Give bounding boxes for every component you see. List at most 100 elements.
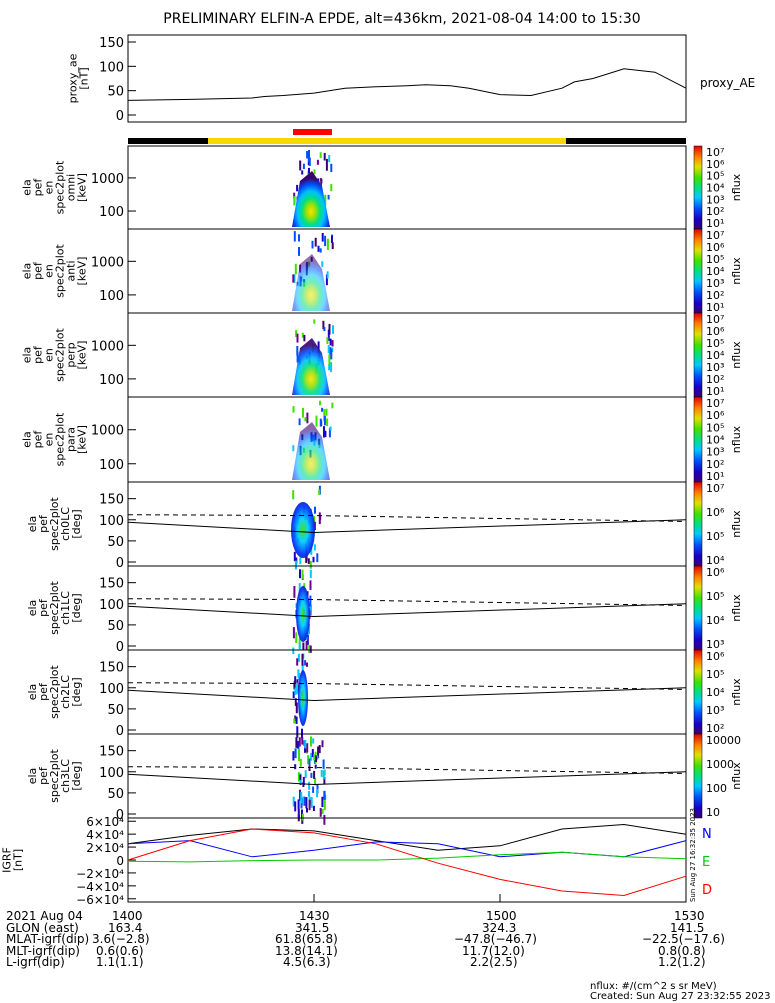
data-pixel <box>323 426 325 438</box>
data-pixel <box>323 409 326 421</box>
data-pixel <box>297 799 300 810</box>
data-pixel <box>308 645 311 654</box>
data-pixel <box>308 623 310 635</box>
data-pixel <box>298 737 301 747</box>
data-pixel <box>311 749 314 758</box>
legend-label: N <box>702 827 712 842</box>
data-pixel <box>295 702 298 714</box>
data-pixel <box>297 669 300 678</box>
nflux-note: nflux: #/(cm^2 s sr MeV) <box>590 981 717 992</box>
night-segment-right <box>566 138 686 144</box>
spectrogram-panel-2: 1000100elapefenspec2plotanti[keV]10⁷10⁶1… <box>21 228 743 314</box>
data-pixel <box>327 329 330 341</box>
data-pixel <box>308 781 311 790</box>
data-pixel <box>314 506 316 514</box>
data-pixel <box>321 808 324 814</box>
footer-cell: 324.3 <box>482 920 517 935</box>
data-pixel <box>301 569 304 579</box>
spectrogram-panel-3: 1000100elapefenspec2plotperp[keV]10⁷10⁶1… <box>21 312 743 398</box>
y-axis-label: [deg] <box>70 509 83 538</box>
colorbar-tick-label: 10⁴ <box>706 265 725 278</box>
y-axis-label: pef <box>37 766 50 785</box>
y-axis-label: [deg] <box>70 677 83 706</box>
data-pixel <box>313 521 316 530</box>
y-axis-label: anti <box>65 260 78 281</box>
colorbar-tick-label: 100 <box>706 782 727 795</box>
y-tick-label: 0 <box>116 724 124 739</box>
data-pixel <box>317 245 320 252</box>
y-axis-label: pef <box>37 514 50 533</box>
data-pixel <box>304 739 307 749</box>
science-zone-marker <box>293 129 332 135</box>
footer-cell: −47.8(−46.7) <box>454 932 537 946</box>
data-pixel <box>301 332 304 338</box>
colorbar-tick-label: 10² <box>706 289 724 302</box>
data-pixel <box>298 418 301 426</box>
colorbar-tick-label: 10⁶ <box>706 158 725 171</box>
colorbar-tick-label: 10⁵ <box>706 668 724 681</box>
footer-cell: 0.8(0.8) <box>658 943 706 958</box>
footer-cell: 13.8(14.1) <box>275 943 338 958</box>
y-axis-label: pef <box>32 261 45 280</box>
footer-row-label: MLT-igrf(dip) <box>6 943 80 958</box>
y-axis-label: spec2plot <box>54 244 67 298</box>
data-pixel <box>293 586 296 598</box>
y-axis-label: ch1LC <box>59 591 72 625</box>
data-pixel <box>296 682 299 695</box>
y-tick-label: 100 <box>99 514 124 529</box>
data-pixel <box>300 792 303 804</box>
y-axis-label: IGRF <box>1 847 14 873</box>
footer-cell: 4.5(6.3) <box>283 955 331 969</box>
colorbar-tick-label: 10⁶ <box>706 409 725 422</box>
colorbar <box>693 649 703 735</box>
data-pixel <box>292 406 295 413</box>
data-pixel <box>293 192 296 199</box>
y-tick-label: 1000 <box>91 255 124 270</box>
data-pixel <box>299 569 301 579</box>
footer-cell: 1.2(1.2) <box>658 955 706 969</box>
y-tick-label: 50 <box>107 787 124 802</box>
colorbar-tick-label: 10⁵ <box>706 421 724 434</box>
anti-loss-cone-line <box>127 514 687 522</box>
data-pixel <box>323 800 326 811</box>
colorbar-tick-label: 10⁵ <box>706 590 724 603</box>
data-pixel <box>309 595 312 607</box>
colorbar-tick-label: 10⁶ <box>706 325 725 338</box>
y-tick-label: 0 <box>116 808 124 823</box>
data-pixel <box>306 634 309 645</box>
data-pixel <box>319 400 321 406</box>
data-pixel <box>316 789 319 798</box>
y-tick-label: 50 <box>107 85 124 100</box>
data-pixel <box>302 642 305 651</box>
y-axis-label: en <box>43 181 56 195</box>
footer-cell: 1500 <box>486 909 517 923</box>
data-pixel <box>294 676 297 684</box>
colorbar-tick-label: 10¹ <box>706 470 724 483</box>
data-pixel <box>324 235 327 247</box>
colorbar-tick-label: 10² <box>706 458 724 471</box>
flux-blob <box>292 338 330 395</box>
data-pixel <box>296 658 299 666</box>
y-axis-label: omni <box>65 174 78 201</box>
colorbar-tick-label: 10² <box>706 722 724 735</box>
colorbar-tick-label: 10⁶ <box>706 506 725 519</box>
data-pixel <box>292 796 295 807</box>
data-pixel <box>308 758 311 767</box>
data-pixel <box>319 418 322 427</box>
data-pixel <box>321 233 324 242</box>
data-pixel <box>310 752 313 761</box>
igrf-series-line <box>127 828 687 897</box>
data-pixel <box>313 754 316 761</box>
colorbar-tick-label: 10⁵ <box>706 337 724 350</box>
footer-cell: 1400 <box>112 909 143 923</box>
footer-cell: 163.4 <box>108 920 143 935</box>
data-pixel <box>313 319 316 324</box>
colorbar-tick-label: 10⁴ <box>706 434 725 447</box>
footer-cell: 1530 <box>674 909 705 923</box>
data-pixel <box>306 662 308 667</box>
flux-blob <box>292 422 330 480</box>
y-tick-label: 50 <box>107 619 124 634</box>
loss-cone-line <box>127 687 687 701</box>
colorbar-tick-label: 1000 <box>706 758 734 771</box>
data-pixel <box>325 158 328 171</box>
